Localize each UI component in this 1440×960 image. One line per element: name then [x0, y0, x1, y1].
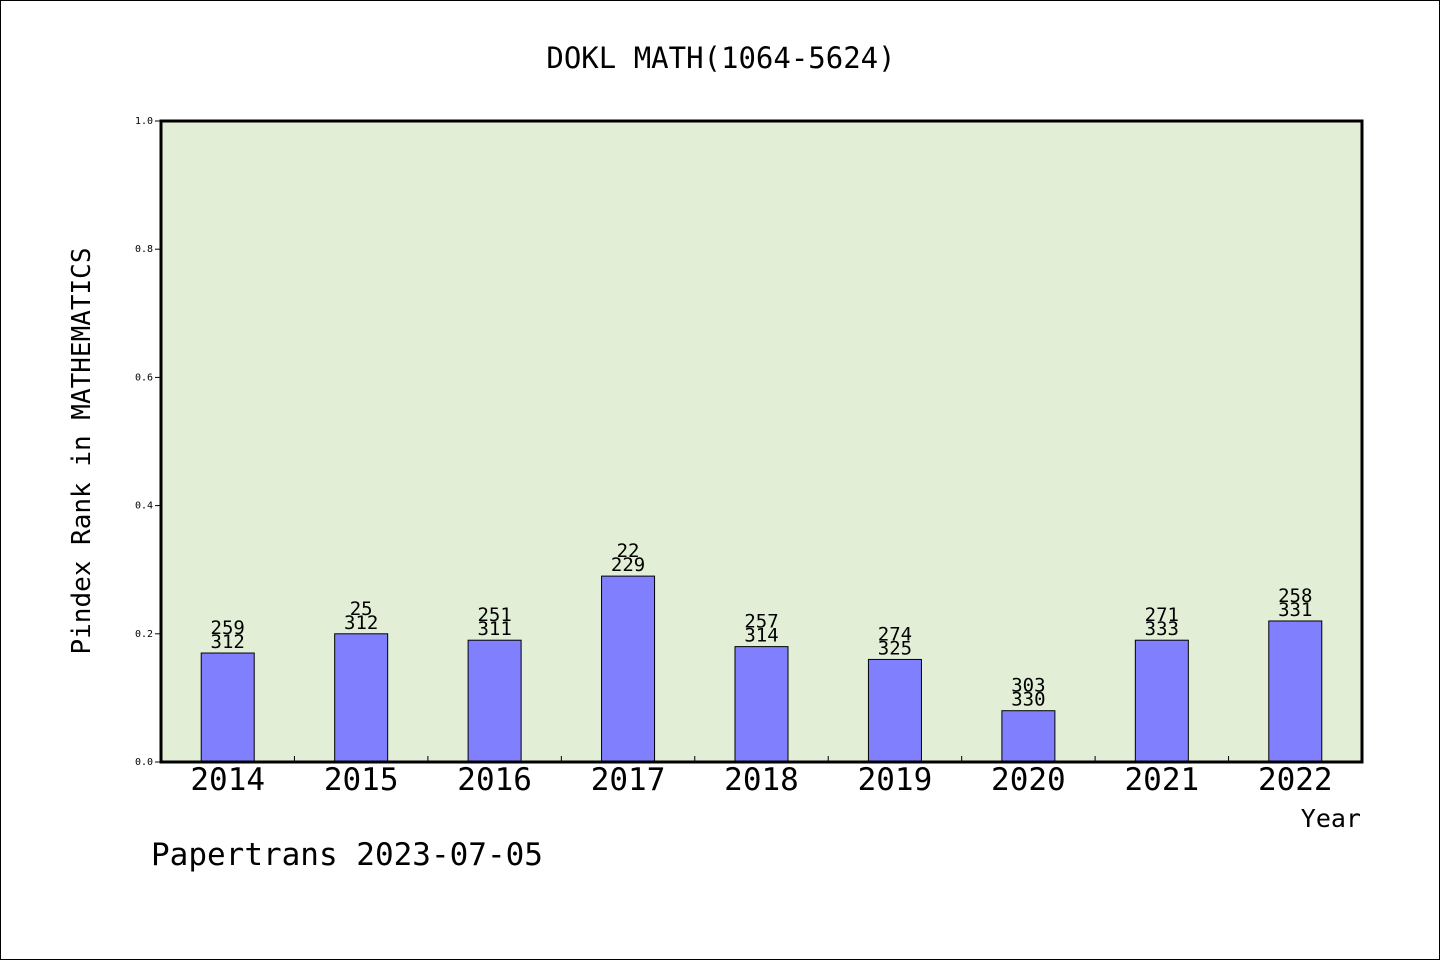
total-label-2021: 333: [1145, 618, 1179, 640]
chart-title: DOKL MATH(1064-5624): [546, 41, 895, 75]
x-tick-label-2022: 2022: [1258, 762, 1333, 798]
footer-credit: Papertrans 2023-07-05: [151, 837, 543, 873]
rank-label-2019: 274: [878, 623, 912, 645]
y-tick-label: 0.6: [135, 372, 153, 383]
bar-2016: [467, 639, 522, 763]
y-tick-label: 0.4: [135, 501, 153, 512]
total-label-2015: 312: [344, 612, 378, 634]
rank-label-2022: 258: [1278, 585, 1312, 607]
rank-label-2016: 251: [477, 604, 511, 626]
total-label-2014: 312: [211, 631, 245, 653]
rank-label-2014: 259: [211, 617, 245, 639]
bar-2015: [334, 633, 389, 763]
x-tick-label-2016: 2016: [457, 762, 532, 798]
plot-frame: [159, 119, 1364, 764]
bar-2021: [1134, 639, 1189, 763]
y-tick-label: 0.8: [135, 244, 153, 255]
bar-2020: [1001, 710, 1056, 763]
x-tick-label-2017: 2017: [591, 762, 666, 798]
total-label-2017: 229: [611, 554, 645, 576]
bar-2018: [734, 646, 789, 763]
x-axis-label: Year: [1301, 804, 1361, 833]
x-tick-label-2018: 2018: [724, 762, 799, 798]
y-axis-label: Pindex Rank in MATHEMATICS: [67, 248, 97, 655]
total-label-2022: 331: [1278, 599, 1312, 621]
bar-2022: [1268, 620, 1323, 763]
bar-2014: [200, 652, 255, 763]
x-tick-label-2015: 2015: [324, 762, 399, 798]
total-label-2018: 314: [744, 625, 778, 647]
rank-label-2015: 25: [350, 598, 373, 620]
rank-label-2017: 22: [617, 540, 640, 562]
y-tick-label: 0.2: [135, 629, 153, 640]
x-tick-label-2014: 2014: [190, 762, 265, 798]
rank-label-2021: 271: [1145, 604, 1179, 626]
total-label-2016: 311: [477, 618, 511, 640]
x-tick-label-2020: 2020: [991, 762, 1066, 798]
rank-label-2018: 257: [744, 611, 778, 633]
total-label-2020: 330: [1011, 689, 1045, 711]
rank-label-2020: 303: [1011, 675, 1045, 697]
y-tick-label: 1.0: [135, 116, 153, 127]
y-tick-label: 0.0: [135, 757, 153, 768]
bar-2017: [601, 575, 656, 763]
x-tick-label-2019: 2019: [858, 762, 933, 798]
total-label-2019: 325: [878, 637, 912, 659]
x-tick-label-2021: 2021: [1125, 762, 1200, 798]
bar-2019: [867, 658, 922, 763]
